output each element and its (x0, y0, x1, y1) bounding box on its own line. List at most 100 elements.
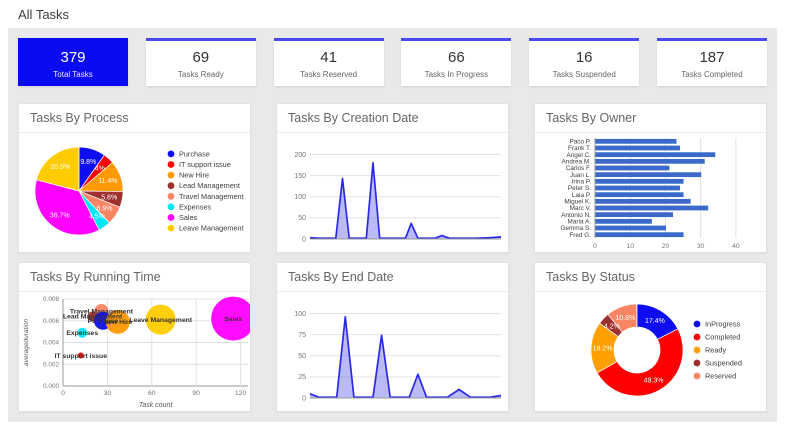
y-tick-label: 0 (302, 395, 306, 402)
y-tick-label: 0.002 (43, 361, 59, 368)
slice-label: 49.3% (644, 378, 664, 385)
bubble-it-support-issue[interactable] (77, 352, 84, 359)
bar-category-label: Frank T. (568, 145, 591, 152)
legend-swatch-completed[interactable] (693, 333, 701, 341)
bubble-label-leave-management: Leave Management (129, 317, 192, 324)
y-tick-label: 200 (294, 152, 306, 159)
bar-peter-s[interactable] (595, 185, 681, 191)
x-tick-label: 40 (732, 243, 740, 250)
kpi-value: 16 (575, 48, 593, 66)
y-tick-label: 100 (294, 194, 306, 201)
legend-swatch-leave-management[interactable] (167, 224, 175, 232)
legend-swatch-travel-management[interactable] (167, 192, 175, 200)
slice-completed[interactable] (596, 328, 684, 397)
x-tick-label: 30 (104, 390, 112, 397)
legend-label-expenses[interactable]: Expenses (179, 202, 211, 211)
slice-reserved[interactable] (607, 303, 638, 333)
kpi-card-tasks-completed[interactable]: 187 Tasks Completed (656, 38, 767, 86)
legend-swatch-expenses[interactable] (167, 203, 175, 211)
bubble-expenses[interactable] (77, 327, 88, 338)
legend-label-leave-management[interactable]: Leave Management (179, 224, 244, 233)
x-tick-label: 20 (662, 243, 670, 250)
bubble-leave-management[interactable] (145, 304, 176, 335)
legend-swatch-reserved[interactable] (693, 372, 701, 380)
slice-sales[interactable] (34, 179, 100, 236)
area-line[interactable] (309, 162, 502, 240)
kpi-card-tasks-suspended[interactable]: 16 Tasks Suspended (529, 38, 640, 86)
y-tick-label: 75 (298, 332, 306, 339)
bar-marc-v[interactable] (595, 205, 709, 211)
legend-label-purchase[interactable]: Purchase (179, 149, 210, 158)
slice-label: 11.4% (98, 178, 117, 185)
tasks-by-status-donut-chart[interactable]: 17.4% 49.3% 18.2% 4.2% 10.8% InProgress Comple… (535, 292, 766, 411)
bar-andrea-m[interactable] (595, 158, 705, 164)
bar-paco-p[interactable] (595, 138, 677, 144)
legend-label-it-support-issue[interactable]: IT support issue (179, 160, 231, 169)
legend-label-travel-management[interactable]: Travel Management (179, 192, 244, 201)
legend-label-suspended[interactable]: Suspended (705, 359, 742, 368)
area-line[interactable] (309, 315, 502, 399)
legend-swatch-purchase[interactable] (167, 150, 175, 158)
legend-label-lead-management[interactable]: Lead Management (179, 181, 240, 190)
slice-label: 10.8% (615, 315, 635, 322)
legend-label-reserved[interactable]: Reserved (705, 372, 736, 381)
x-tick-label: 0 (61, 390, 65, 397)
bar-carlos-f[interactable] (595, 165, 670, 171)
legend-swatch-suspended[interactable] (693, 359, 701, 367)
kpi-card-tasks-reserved[interactable]: 41 Tasks Reserved (273, 38, 384, 86)
bar-juan-l[interactable] (595, 172, 702, 178)
bar-miguel-k[interactable] (595, 198, 691, 204)
bar-maria-a[interactable] (595, 218, 652, 224)
legend-swatch-lead-management[interactable] (167, 182, 175, 190)
bar-irina-p[interactable] (595, 178, 684, 184)
legend-label-sales[interactable]: Sales (179, 213, 198, 222)
legend-label-inprogress[interactable]: InProgress (705, 320, 741, 329)
page-title: All Tasks (18, 7, 70, 22)
tasks-by-running-time-bubble-chart[interactable]: 0.000 0.002 0.004 0.006 0.008 0 30 60 90 120 Task … (19, 292, 250, 411)
panel-tasks-by-process: Tasks By Process 9.8% 4% 11.4% 5.8% 6.9% 4.5%… (18, 103, 251, 253)
kpi-card-total-tasks[interactable]: 379 Total Tasks (18, 38, 128, 86)
bar-category-label: Carlos F. (566, 165, 591, 172)
kpi-value: 66 (448, 48, 465, 66)
kpi-label: Tasks Suspended (552, 69, 616, 79)
slice-leave-management[interactable] (36, 146, 80, 192)
bar-category-label: Gemma S. (560, 225, 591, 232)
panel-title: Tasks By Process (19, 104, 250, 133)
legend-label-new-hire[interactable]: New Hire (179, 171, 209, 180)
bar-antonio-n[interactable] (595, 212, 674, 218)
area-fill (310, 162, 501, 239)
bar-laia-p[interactable] (595, 192, 684, 198)
bar-category-label: Fred G. (569, 232, 591, 239)
y-tick-label: 100 (294, 311, 306, 318)
slice-label: 9.8% (80, 159, 96, 166)
kpi-label: Tasks Reserved (300, 69, 358, 79)
panel-title: Tasks By Status (535, 263, 766, 292)
tasks-by-process-pie-chart[interactable]: 9.8%4% 11.4% 5.8% 6.9%4.5% 36.7% 20.9% Purchas… (19, 133, 250, 252)
x-tick-label: 60 (148, 390, 156, 397)
tasks-by-owner-bar-chart[interactable]: 0 10 20 30 40 Paco P.Frank T.Angel C.Andrea M… (535, 133, 766, 252)
bar-fred-g[interactable] (595, 232, 684, 238)
legend-label-ready[interactable]: Ready (705, 346, 726, 355)
legend-swatch-sales[interactable] (167, 214, 175, 221)
kpi-card-tasks-ready[interactable]: 69 Tasks Ready (145, 38, 256, 86)
bar-gemma-s[interactable] (595, 225, 666, 231)
legend-swatch-new-hire[interactable] (167, 171, 175, 179)
tasks-by-creation-date-area-chart[interactable]: 0 50 100 150 200 (277, 133, 508, 252)
kpi-label: Tasks In Progress (424, 69, 489, 79)
bar-frank-t[interactable] (595, 145, 681, 151)
bubble-new-hire[interactable] (105, 309, 130, 334)
bar-category-label: Paco P. (569, 139, 591, 146)
legend-swatch-it-support-issue[interactable] (167, 161, 175, 168)
bar-angel-c[interactable] (595, 152, 716, 158)
x-tick-label: 90 (192, 390, 200, 397)
legend-label-completed[interactable]: Completed (705, 333, 740, 342)
bar-category-label: Peter S. (568, 185, 591, 192)
legend-swatch-inprogress[interactable] (693, 320, 701, 328)
slice-label: 17.4% (645, 318, 665, 325)
slice-label: 4.5% (89, 213, 105, 220)
kpi-card-tasks-in-progress[interactable]: 66 Tasks In Progress (401, 38, 512, 86)
legend-swatch-ready[interactable] (693, 346, 701, 354)
tasks-by-end-date-area-chart[interactable]: 0 25 50 75 100 (277, 292, 508, 411)
bubble-sales[interactable] (211, 296, 250, 341)
bar-category-label: Angel C. (566, 152, 591, 159)
